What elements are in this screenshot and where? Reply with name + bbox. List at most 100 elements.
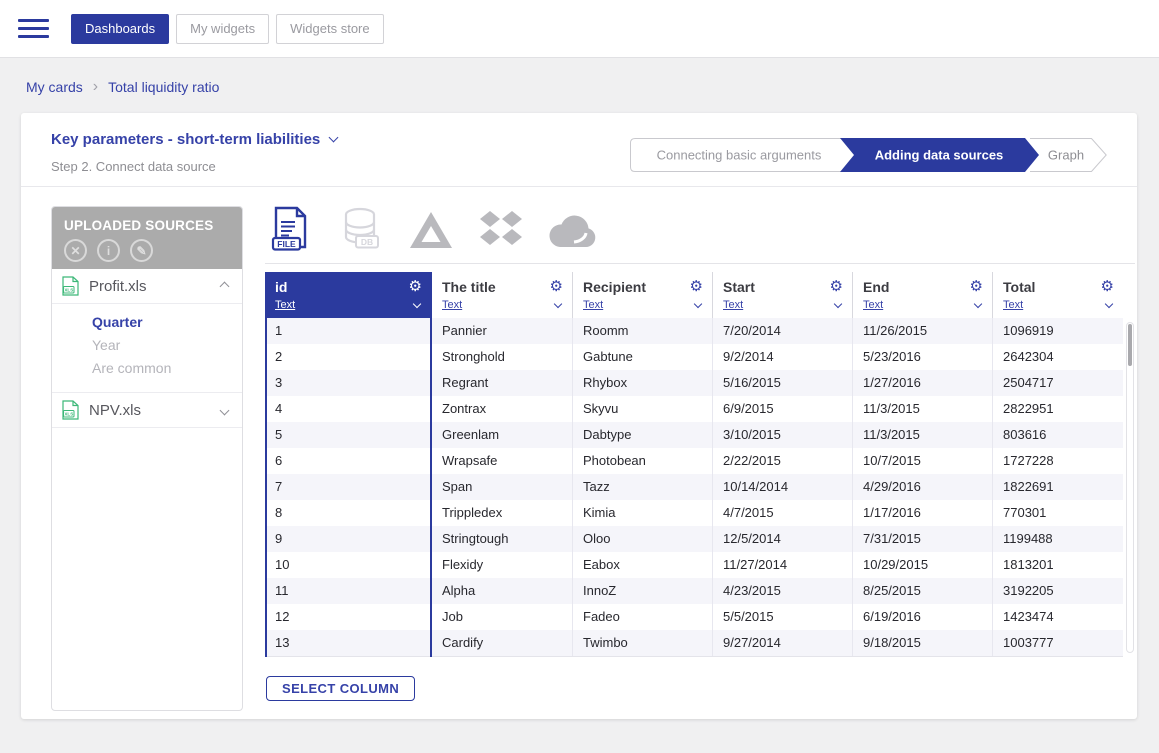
table-cell: 2504717 — [993, 370, 1123, 396]
table-cell: Job — [432, 604, 573, 630]
table-cell: 9/2/2014 — [713, 344, 853, 370]
info-icon: i — [107, 244, 110, 258]
column-name: Start — [723, 279, 842, 295]
table-cell: 9/27/2014 — [713, 630, 853, 656]
table-cell: 2 — [265, 344, 432, 370]
chevron-down-icon[interactable] — [329, 133, 339, 143]
column-header-end[interactable]: End Text ⚙ — [853, 272, 993, 318]
source-file-name: NPV.xls — [89, 402, 211, 419]
table-row: 1PannierRoomm7/20/201411/26/20151096919 — [265, 318, 1123, 344]
menu-icon[interactable] — [18, 19, 49, 38]
table-cell: 1199488 — [993, 526, 1123, 552]
table-cell: 1822691 — [993, 474, 1123, 500]
table-cell: 11/27/2014 — [713, 552, 853, 578]
table-cell: 6/19/2016 — [853, 604, 993, 630]
table-cell: 1096919 — [993, 318, 1123, 344]
column-header-total[interactable]: Total Text ⚙ — [993, 272, 1123, 318]
gear-icon[interactable]: ⚙ — [1101, 279, 1114, 294]
column-header-the-title[interactable]: The title Text ⚙ — [432, 272, 573, 318]
gear-icon[interactable]: ⚙ — [409, 279, 422, 294]
file-source-icon[interactable]: FILE — [267, 205, 315, 253]
table-row: 13CardifyTwimbo9/27/20149/18/20151003777 — [265, 630, 1123, 656]
column-type-link[interactable]: Text — [863, 299, 883, 311]
column-name: End — [863, 279, 982, 295]
dropbox-source-icon[interactable] — [477, 209, 525, 253]
column-name: Recipient — [583, 279, 702, 295]
table-body: 1PannierRoomm7/20/201411/26/201510969192… — [265, 318, 1123, 657]
table-cell: 13 — [265, 630, 432, 656]
table-cell: 1727228 — [993, 448, 1123, 474]
column-type-link[interactable]: Text — [583, 299, 603, 311]
chevron-down-icon[interactable] — [834, 300, 842, 308]
step-label: Graph — [1048, 148, 1084, 163]
column-header-id[interactable]: id Text ⚙ — [265, 272, 432, 318]
pencil-icon: ✎ — [136, 244, 146, 258]
sources-tree: XLS Profit.xls QuarterYearAre common XLS… — [52, 269, 242, 428]
column-type-link[interactable]: Text — [442, 299, 462, 311]
table-cell: Tazz — [573, 474, 713, 500]
edit-source-icon[interactable]: ✎ — [130, 239, 153, 262]
table-row: 10FlexidyEabox11/27/201410/29/2015181320… — [265, 552, 1123, 578]
breadcrumb-my-cards[interactable]: My cards — [26, 79, 83, 95]
table-scrollbar-thumb[interactable] — [1128, 324, 1132, 366]
sheet-item-quarter[interactable]: Quarter — [52, 311, 242, 334]
table-cell: 10/14/2014 — [713, 474, 853, 500]
remove-source-icon[interactable]: ✕ — [64, 239, 87, 262]
column-type-link[interactable]: Text — [1003, 299, 1023, 311]
chevron-down-icon[interactable] — [413, 300, 421, 308]
google-drive-source-icon[interactable] — [407, 209, 455, 253]
gear-icon[interactable]: ⚙ — [550, 279, 563, 294]
table-cell: 5/16/2015 — [713, 370, 853, 396]
sheet-item-are-common[interactable]: Are common — [52, 357, 242, 380]
table-cell: Stringtough — [432, 526, 573, 552]
xls-file-icon: XLS — [62, 276, 79, 296]
table-cell: Oloo — [573, 526, 713, 552]
chevron-down-icon[interactable] — [974, 300, 982, 308]
column-header-start[interactable]: Start Text ⚙ — [713, 272, 853, 318]
select-column-button[interactable]: SELECT COLUMN — [266, 676, 415, 701]
table-cell: Alpha — [432, 578, 573, 604]
chevron-down-icon[interactable] — [554, 300, 562, 308]
source-file-npv-xls[interactable]: XLS NPV.xls — [52, 393, 242, 428]
database-source-icon[interactable]: DB — [337, 205, 385, 253]
step-label: Connecting basic arguments — [657, 148, 822, 163]
chevron-down-icon[interactable] — [694, 300, 702, 308]
table-cell: 4 — [265, 396, 432, 422]
table-cell: 3 — [265, 370, 432, 396]
info-source-icon[interactable]: i — [97, 239, 120, 262]
svg-text:XLS: XLS — [64, 288, 73, 293]
uploaded-sources-header: UPLOADED SOURCES ✕ i ✎ — [52, 207, 242, 269]
gear-icon[interactable]: ⚙ — [970, 279, 983, 294]
table-cell: Skyvu — [573, 396, 713, 422]
card-header: Key parameters - short-term liabilities … — [21, 113, 1137, 187]
table-cell: InnoZ — [573, 578, 713, 604]
table-cell: Twimbo — [573, 630, 713, 656]
chevron-down-icon[interactable] — [1105, 300, 1113, 308]
xls-file-icon: XLS — [62, 400, 79, 420]
table-header: id Text ⚙ The title Text ⚙ Recipient Tex… — [265, 272, 1135, 318]
step-label: Adding data sources — [875, 148, 1004, 163]
nav-tab-widgets-store[interactable]: Widgets store — [276, 14, 383, 44]
column-type-link[interactable]: Text — [275, 299, 295, 311]
table-cell: Trippledex — [432, 500, 573, 526]
sheet-item-year[interactable]: Year — [52, 334, 242, 357]
chevron-icon[interactable] — [220, 281, 230, 291]
table-cell: Rhybox — [573, 370, 713, 396]
nav-tab-dashboards[interactable]: Dashboards — [71, 14, 169, 44]
source-file-profit-xls[interactable]: XLS Profit.xls — [52, 269, 242, 304]
progress-stepper: Connecting basic arguments Adding data s… — [630, 138, 1117, 172]
table-cell: 7/31/2015 — [853, 526, 993, 552]
column-header-recipient[interactable]: Recipient Text ⚙ — [573, 272, 713, 318]
cloud-source-icon[interactable] — [547, 211, 599, 253]
table-cell: 770301 — [993, 500, 1123, 526]
column-type-link[interactable]: Text — [723, 299, 743, 311]
chevron-icon[interactable] — [220, 405, 230, 415]
table-cell: Regrant — [432, 370, 573, 396]
table-cell: 4/29/2016 — [853, 474, 993, 500]
breadcrumb-current: Total liquidity ratio — [108, 79, 219, 95]
nav-tab-my-widgets[interactable]: My widgets — [176, 14, 269, 44]
gear-icon[interactable]: ⚙ — [690, 279, 703, 294]
gear-icon[interactable]: ⚙ — [830, 279, 843, 294]
table-scrollbar[interactable] — [1126, 322, 1134, 653]
table-cell: 11/3/2015 — [853, 396, 993, 422]
